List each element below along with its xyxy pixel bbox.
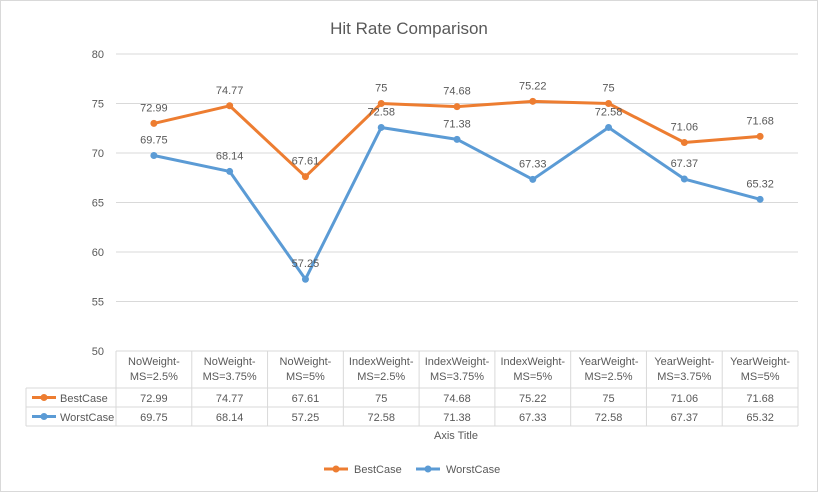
x-category-label: MS=5% <box>741 371 780 383</box>
data-point <box>150 119 158 127</box>
data-label: 71.68 <box>746 115 774 127</box>
data-point <box>377 123 385 131</box>
legend-marker <box>424 465 432 473</box>
x-axis-title: Axis Title <box>434 430 478 442</box>
x-category-label: YearWeight- <box>730 356 790 368</box>
legend-marker <box>332 465 340 473</box>
table-cell: 72.99 <box>140 393 168 405</box>
data-point <box>377 100 385 107</box>
table-cell: 74.68 <box>443 393 471 405</box>
y-axis-ticks: 50 55 60 65 70 75 80 <box>92 49 104 358</box>
data-label: 67.33 <box>519 158 547 170</box>
table-cell: 71.06 <box>671 393 699 405</box>
data-label: 72.58 <box>595 106 623 118</box>
data-point <box>453 103 461 111</box>
table-cell: 75.22 <box>519 393 547 405</box>
data-label: 67.61 <box>292 156 320 168</box>
data-label: 67.37 <box>671 158 699 170</box>
table-cell: 71.68 <box>746 393 774 405</box>
x-category-label: MS=3.75% <box>203 371 257 383</box>
data-label: 57.25 <box>292 258 320 270</box>
data-point <box>680 175 688 183</box>
table-cell: 68.14 <box>216 412 244 424</box>
table-cell: 65.32 <box>746 412 774 424</box>
x-category-label: MS=5% <box>513 371 552 383</box>
chart-title: Hit Rate Comparison <box>330 19 488 38</box>
data-point <box>605 123 613 131</box>
table-series-name: WorstCase <box>60 412 114 424</box>
x-category-label: MS=3.75% <box>430 371 484 383</box>
x-category-label: YearWeight- <box>654 356 714 368</box>
x-category-label: NoWeight- <box>204 356 256 368</box>
data-point <box>529 97 537 105</box>
x-category-label: MS=3.75% <box>657 371 711 383</box>
data-point <box>301 173 309 181</box>
data-point <box>605 100 613 107</box>
data-table: NoWeight- MS=2.5% NoWeight- MS=3.75% NoWeigh… <box>25 350 799 427</box>
legend-label: BestCase <box>354 464 402 476</box>
data-point <box>150 151 158 159</box>
data-label: 75 <box>602 83 614 95</box>
x-category-label: MS=2.5% <box>357 371 405 383</box>
x-category-label: YearWeight- <box>579 356 639 368</box>
table-cell: 75 <box>375 393 387 405</box>
data-point <box>529 175 537 183</box>
x-category-label: NoWeight- <box>128 356 180 368</box>
table-cell: 71.38 <box>443 412 471 424</box>
y-tick-label: 55 <box>92 297 104 309</box>
table-cell: 57.25 <box>292 412 320 424</box>
data-point <box>680 139 688 147</box>
data-point <box>453 135 461 143</box>
x-category-label: MS=2.5% <box>130 371 178 383</box>
x-category-label: IndexWeight- <box>349 356 414 368</box>
x-category-label: MS=2.5% <box>585 371 633 383</box>
data-point <box>226 102 234 110</box>
y-tick-label: 80 <box>92 49 104 61</box>
data-label: 68.14 <box>216 150 244 162</box>
data-point <box>226 167 234 175</box>
data-point <box>301 275 309 283</box>
table-series-name: BestCase <box>60 393 108 405</box>
x-category-label: NoWeight- <box>280 356 332 368</box>
table-cell: 69.75 <box>140 412 168 424</box>
table-legend-marker <box>40 394 48 401</box>
x-category-label: MS=5% <box>286 371 325 383</box>
data-labels: 72.99 74.77 67.61 75 74.68 75.22 75 71.06 71.68 6… <box>140 80 774 270</box>
legend-label: WorstCase <box>446 464 500 476</box>
data-label: 74.68 <box>443 86 471 98</box>
data-point <box>756 195 764 203</box>
x-category-label: IndexWeight- <box>425 356 490 368</box>
table-cell: 75 <box>602 393 614 405</box>
data-label: 71.06 <box>671 122 699 134</box>
data-label: 69.75 <box>140 134 168 146</box>
table-cell: 67.37 <box>671 412 699 424</box>
table-cell: 72.58 <box>595 412 623 424</box>
data-label: 71.38 <box>443 118 471 130</box>
series-lines <box>150 97 764 283</box>
x-category-label: IndexWeight- <box>500 356 565 368</box>
data-label: 72.99 <box>140 102 168 114</box>
data-label: 75.22 <box>519 80 547 92</box>
y-tick-label: 70 <box>92 148 104 160</box>
legend: BestCase WorstCase <box>324 464 500 476</box>
y-tick-label: 75 <box>92 99 104 111</box>
data-label: 75 <box>375 83 387 95</box>
y-tick-label: 60 <box>92 247 104 259</box>
table-cell: 72.58 <box>367 412 395 424</box>
y-tick-label: 65 <box>92 198 104 210</box>
table-cell: 74.77 <box>216 393 244 405</box>
data-label: 72.58 <box>367 106 395 118</box>
series-line <box>153 125 761 281</box>
table-legend-marker <box>40 413 48 420</box>
y-tick-label: 50 <box>92 346 104 358</box>
data-label: 74.77 <box>216 85 244 97</box>
data-point <box>756 132 764 140</box>
table-cell: 67.61 <box>292 393 320 405</box>
table-cell: 67.33 <box>519 412 547 424</box>
data-label: 65.32 <box>746 178 774 190</box>
